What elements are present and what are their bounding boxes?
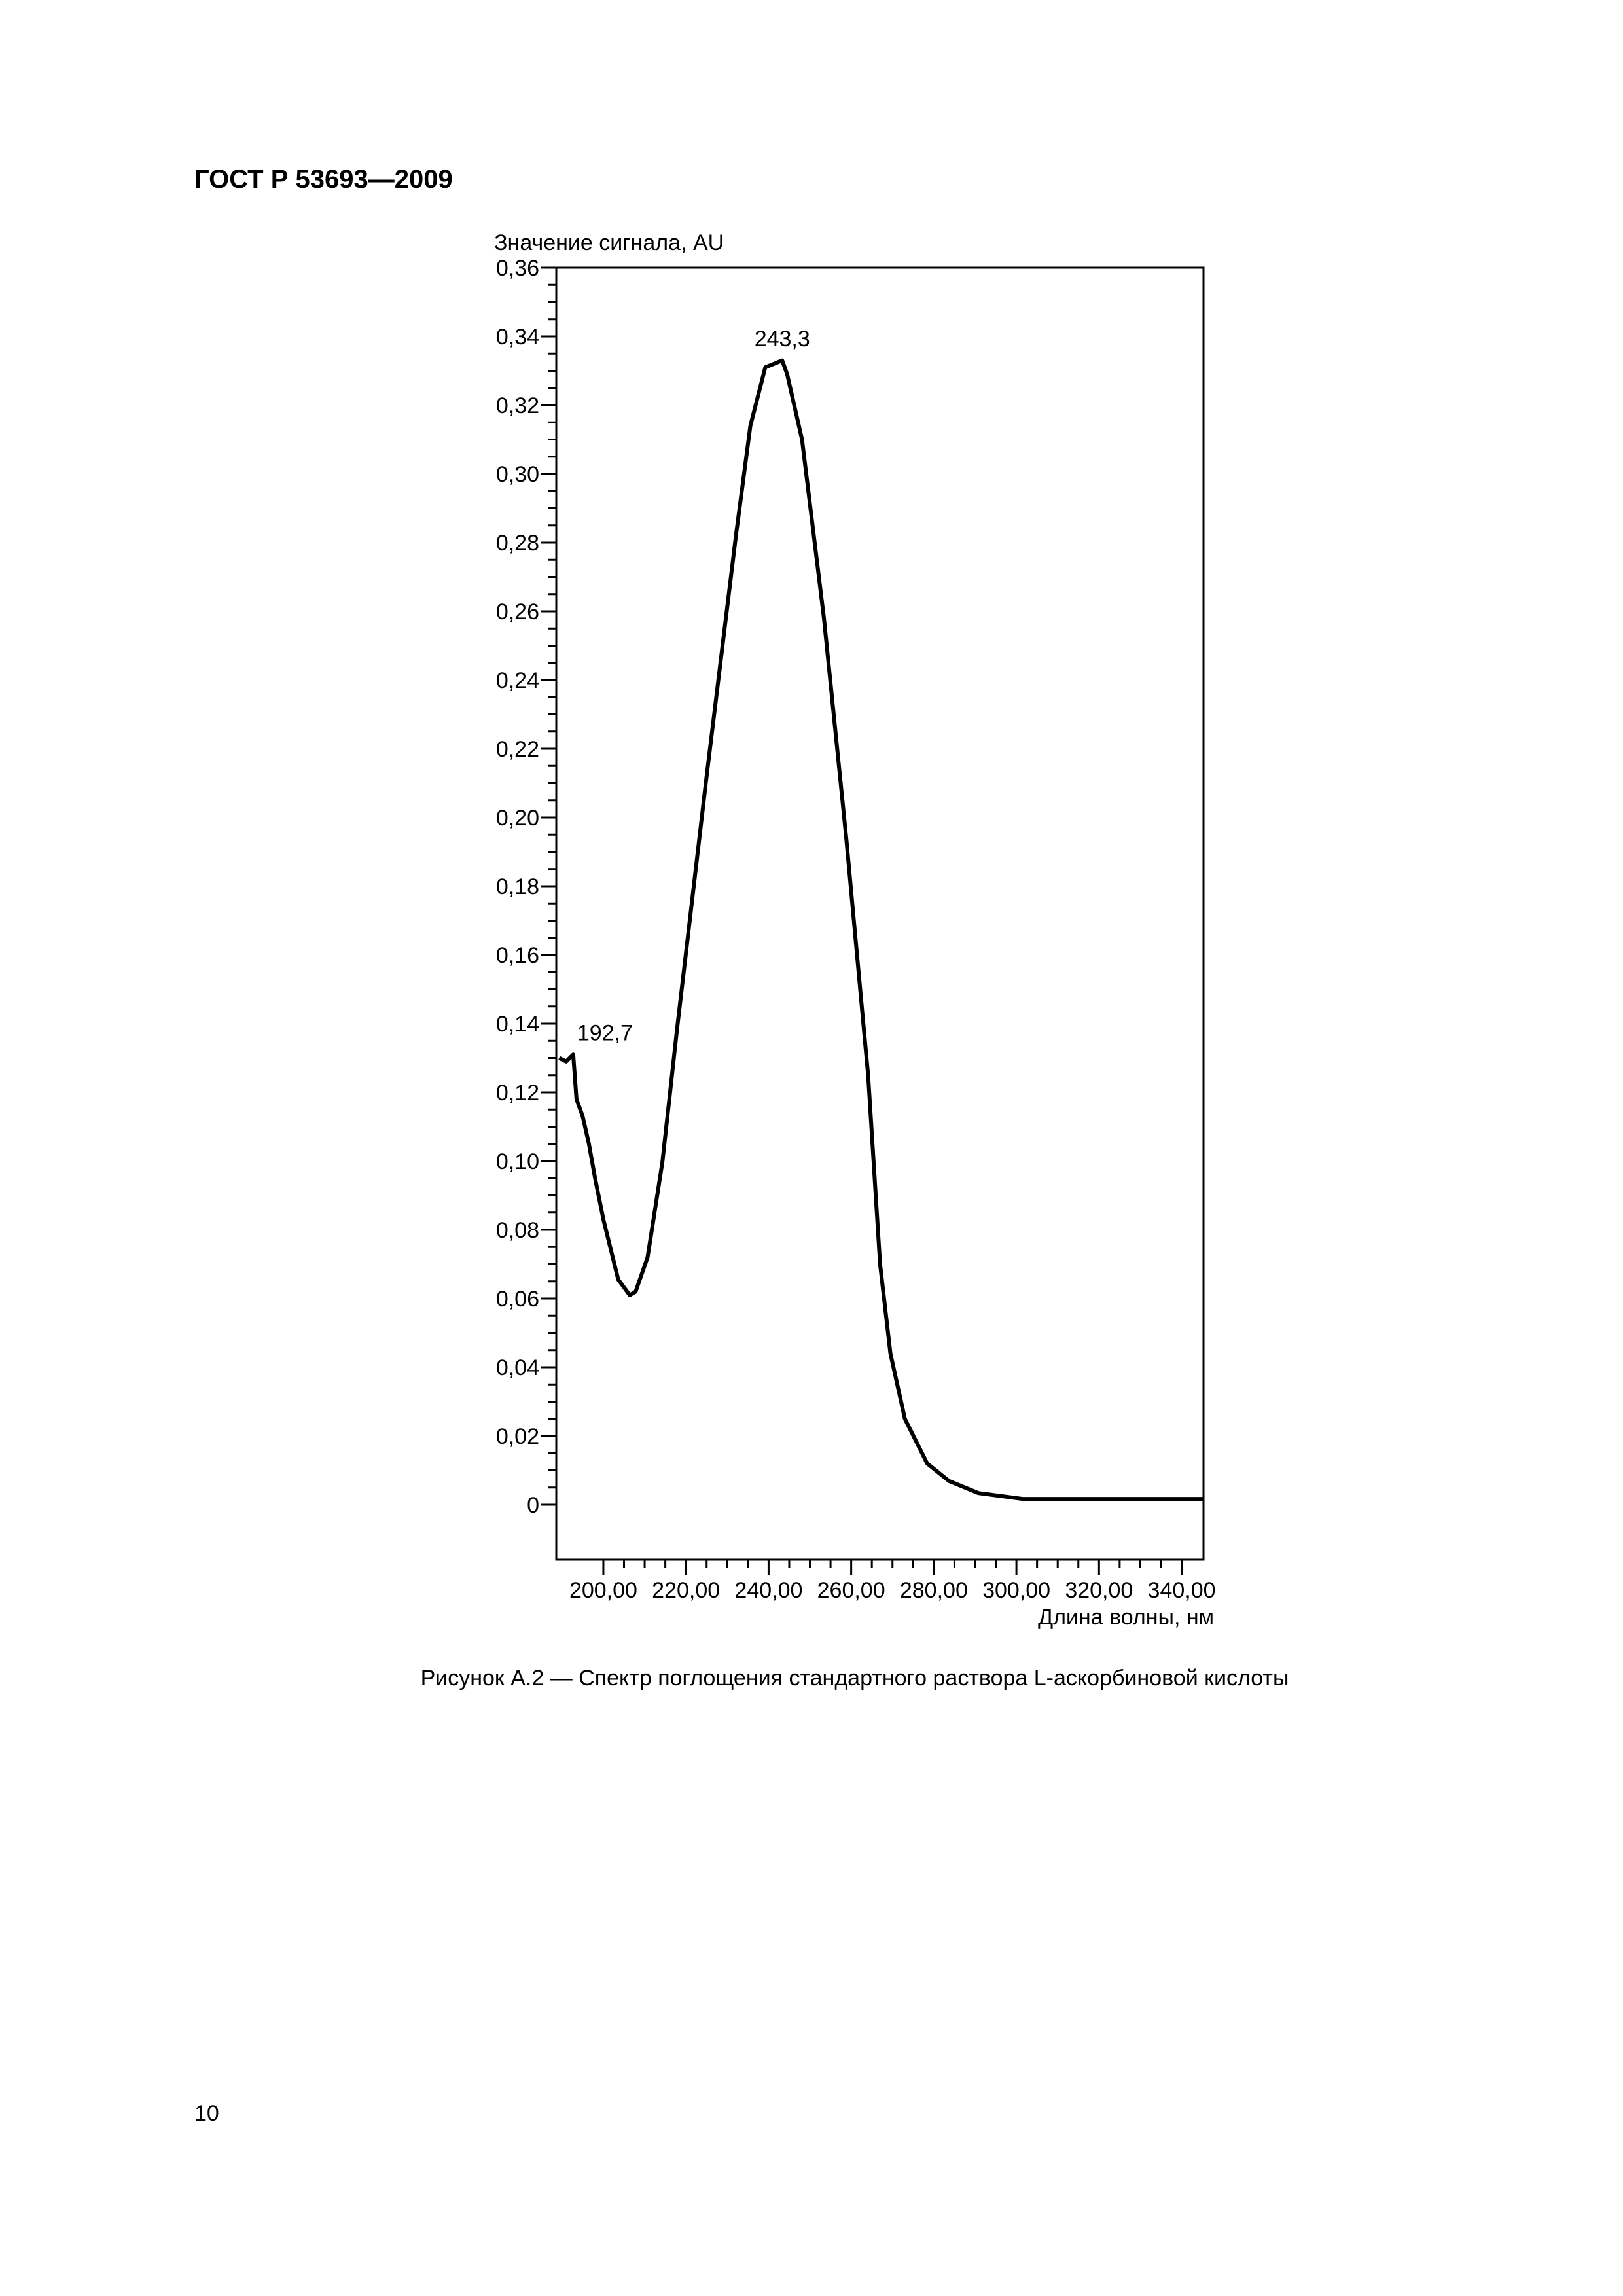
x-tick-label: 200,00 (569, 1578, 637, 1603)
y-tick-label: 0 (527, 1493, 539, 1518)
x-tick-label: 220,00 (652, 1578, 720, 1603)
y-tick-label: 0,24 (496, 668, 539, 693)
x-tick-label: 240,00 (734, 1578, 802, 1603)
peak-label: 192,7 (577, 1020, 633, 1045)
y-tick-label: 0,04 (496, 1355, 539, 1380)
header-title: ГОСТ Р 53693—2009 (194, 165, 453, 194)
x-axis-title: Длина волны, нм (1038, 1605, 1214, 1630)
y-tick-label: 0,12 (496, 1081, 539, 1105)
y-tick-label: 0,02 (496, 1424, 539, 1449)
y-tick-label: 0,34 (496, 325, 539, 350)
x-tick-label: 340,00 (1148, 1578, 1216, 1603)
y-tick-label: 0,20 (496, 806, 539, 831)
y-tick-label: 0,16 (496, 943, 539, 968)
y-tick-label: 0,10 (496, 1149, 539, 1174)
x-tick-label: 300,00 (982, 1578, 1050, 1603)
y-tick-label: 0,36 (496, 256, 539, 281)
page-number: 10 (194, 2101, 219, 2126)
x-tick-label: 260,00 (817, 1578, 885, 1603)
x-tick-label: 280,00 (900, 1578, 968, 1603)
y-tick-label: 0,28 (496, 531, 539, 556)
y-tick-label: 0,08 (496, 1218, 539, 1243)
plot-frame (555, 266, 1205, 1561)
y-tick-label: 0,32 (496, 393, 539, 418)
y-tick-label: 0,06 (496, 1287, 539, 1312)
y-tick-label: 0,18 (496, 874, 539, 899)
figure-caption: Рисунок А.2 — Спектр поглощения стандарт… (421, 1666, 1289, 1691)
y-axis-title: Значение сигнала, AU (494, 230, 724, 255)
spectrum-line (558, 358, 1204, 1501)
x-tick-label: 320,00 (1065, 1578, 1133, 1603)
y-tick-label: 0,14 (496, 1012, 539, 1037)
y-tick-label: 0,22 (496, 737, 539, 762)
y-tick-label: 0,30 (496, 462, 539, 487)
y-tick-label: 0,26 (496, 600, 539, 624)
peak-label: 243,3 (755, 327, 810, 351)
